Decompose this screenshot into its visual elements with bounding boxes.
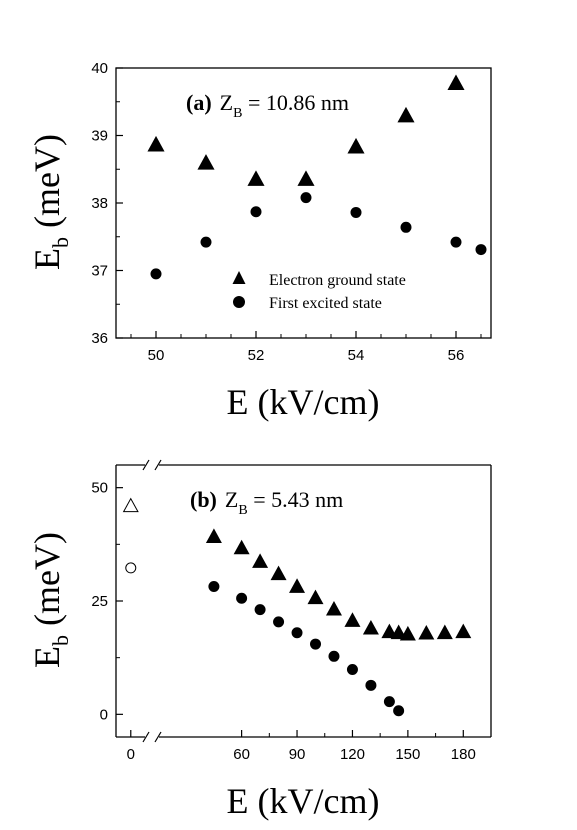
x-tick-label: 120	[340, 746, 365, 763]
x-tick-label: 54	[348, 347, 365, 364]
circle-point-s1	[400, 221, 412, 233]
circle-point-s1	[475, 244, 487, 256]
triangle-point-s0	[307, 589, 324, 605]
panel-a: 50 52 54 56 36 37 38 39 40 (a) ZB = 10.86 nm Elec…	[27, 60, 492, 422]
circle-point-s1	[383, 696, 395, 708]
x-tick-label: 50	[148, 347, 165, 364]
x-tick-label: 60	[233, 746, 250, 763]
triangle-point-s0	[347, 137, 365, 154]
panel-b-marks	[122, 497, 472, 717]
triangle-point-s0	[455, 623, 472, 639]
panel-a-xlabel: E (kV/cm)	[227, 382, 380, 422]
triangle-point-s0	[390, 624, 407, 640]
triangle-point-s0	[233, 539, 250, 555]
panel-a-ticks	[116, 67, 482, 339]
legend-triangle-marker	[232, 271, 246, 284]
circle-point-s1	[273, 616, 285, 628]
panel-b-xlabel: E (kV/cm)	[227, 781, 380, 821]
y-tick-label: 39	[91, 128, 108, 145]
triangle-point-s0	[397, 106, 415, 123]
circle-point-s1	[300, 192, 312, 204]
circle-point-s1	[200, 236, 212, 248]
panel-b-annotation-sub: B	[238, 503, 247, 518]
axis-break-gap-bottom	[145, 733, 159, 741]
triangle-point-s0	[247, 170, 265, 186]
panel-a-annotation-label: (a)	[186, 90, 212, 115]
panel-a-annotation: (a) ZB = 10.86 nm	[186, 90, 349, 121]
circle-point-s1	[393, 705, 405, 717]
panel-b-annotation-z: Z	[225, 487, 238, 512]
circle-point-s1	[350, 206, 362, 218]
panel-a-tick-labels: 50 52 54 56 36 37 38 39 40	[91, 60, 464, 364]
panel-b-annotation-label: (b)	[190, 487, 217, 512]
triangle-point-s0	[197, 154, 215, 170]
circle-point-s1	[150, 268, 162, 280]
triangle-point-s0	[252, 553, 269, 568]
y-tick-label: 37	[91, 263, 108, 280]
circle-point-s1	[328, 650, 340, 662]
triangle-point-s0	[147, 135, 165, 152]
triangle-point-s0	[436, 624, 453, 640]
x-tick-label: 180	[451, 746, 476, 763]
x-tick-label: 150	[395, 746, 420, 763]
panel-a-annotation-value: = 10.86 nm	[242, 90, 349, 115]
circle-point-s1	[250, 206, 262, 218]
y-tick-label: 40	[91, 60, 108, 77]
triangle-point-s0	[344, 612, 361, 627]
svg-text:Eb (meV): Eb (meV)	[27, 134, 73, 270]
triangle-point-s0	[447, 74, 465, 91]
panel-b-annotation-value: = 5.43 nm	[248, 487, 344, 512]
y-tick-label: 36	[91, 330, 108, 347]
panel-b-ylabel: Eb (meV)	[27, 532, 73, 668]
circle-point-s1	[365, 679, 377, 691]
circle-point-s1	[236, 592, 248, 604]
circle-point-s1	[346, 663, 358, 675]
y-tick-label: 38	[91, 195, 108, 212]
x-tick-label: 0	[127, 746, 135, 763]
circle-point-s3	[125, 562, 137, 574]
y-tick-label: 25	[91, 593, 108, 610]
circle-point-s1	[208, 580, 220, 592]
x-tick-label: 90	[289, 746, 306, 763]
panel-a-ylabel: Eb (meV)	[27, 134, 73, 270]
circle-point-s1	[254, 604, 266, 616]
panel-b-annotation: (b) ZB = 5.43 nm	[190, 487, 343, 518]
legend-label-excited: First excited state	[269, 295, 382, 312]
panel-b-ticks	[116, 487, 464, 737]
y-tick-label: 0	[100, 706, 108, 723]
triangle-point-s0	[325, 600, 342, 616]
triangle-point-s0	[362, 620, 379, 635]
circle-point-s1	[310, 638, 322, 650]
legend-label-ground: Electron ground state	[269, 272, 406, 289]
circle-point-s1	[291, 627, 303, 639]
panel-b-tick-labels: 0 60 90 120 150 180 0 25 50	[91, 480, 475, 763]
y-tick-label: 50	[91, 480, 108, 497]
circle-point-s1	[450, 236, 462, 248]
panel-a-legend: Electron ground state First excited stat…	[232, 271, 406, 312]
triangle-point-s0	[289, 578, 306, 593]
panel-b: 0 60 90 120 150 180 0 25 50 (b) ZB = 5.43 nm Eb (…	[27, 459, 492, 821]
panel-a-marks	[147, 74, 487, 280]
x-tick-label: 56	[448, 347, 465, 364]
triangle-point-s0	[270, 565, 287, 581]
triangle-point-s2	[122, 497, 139, 513]
triangle-point-s0	[399, 625, 416, 641]
panel-a-annotation-sub: B	[233, 106, 242, 121]
legend-circle-marker	[233, 296, 245, 308]
svg-text:Eb (meV): Eb (meV)	[27, 532, 73, 668]
axis-break-gap-top	[145, 461, 159, 469]
axis-break-marks	[142, 459, 162, 743]
triangle-point-s0	[418, 624, 435, 640]
triangle-point-s0	[381, 623, 398, 639]
triangle-point-s0	[297, 170, 315, 186]
triangle-point-s0	[205, 528, 222, 543]
x-tick-label: 52	[248, 347, 265, 364]
panel-a-annotation-z: Z	[220, 90, 233, 115]
